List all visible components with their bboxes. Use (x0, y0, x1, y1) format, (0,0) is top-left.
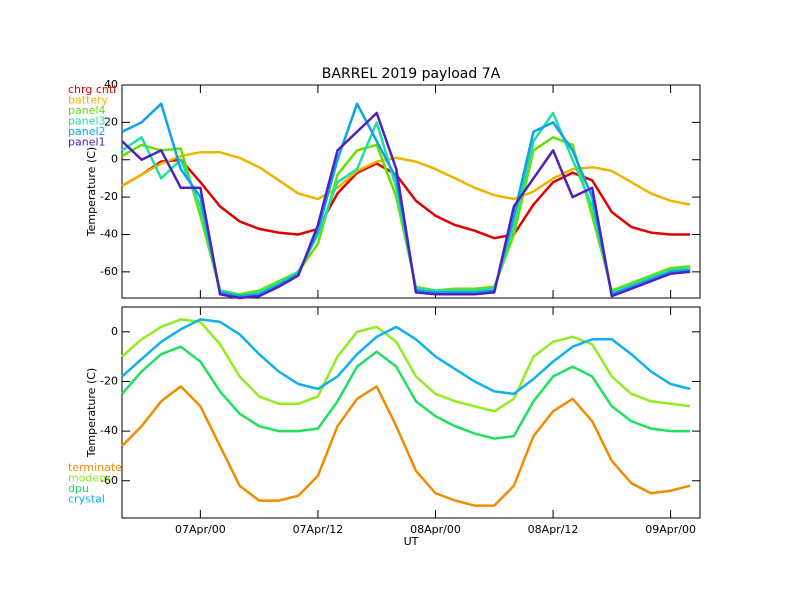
legend-label: panel4 (68, 104, 106, 117)
y-tick-label: 0 (111, 153, 118, 166)
series-line (121, 318, 691, 413)
y-tick-label: -40 (100, 227, 118, 240)
y-axis-label: Temperature (C) (85, 147, 98, 237)
y-tick-label: -60 (100, 474, 118, 487)
series-line (121, 385, 691, 507)
y-tick-label: -40 (100, 424, 118, 437)
series-line (121, 111, 691, 300)
series-line (121, 345, 691, 440)
plot-frame (121, 306, 701, 519)
y-tick-label: 40 (104, 78, 118, 91)
series-line (121, 151, 691, 206)
legend-label: panel3 (68, 115, 106, 128)
y-tick-label: -20 (100, 190, 118, 203)
y-tick-label: 0 (111, 325, 118, 338)
legend-label: panel2 (68, 125, 106, 138)
series-line (121, 158, 691, 240)
legend-label: panel1 (68, 136, 106, 149)
x-tick-label: 08Apr/12 (528, 523, 579, 536)
legend-label: modem (68, 472, 110, 485)
legend-label: dpu (68, 482, 89, 495)
x-tick-label: 07Apr/12 (293, 523, 344, 536)
legend-label: terminate (68, 461, 122, 474)
y-tick-label: -20 (100, 374, 118, 387)
legend-label: chrg cntl (68, 83, 116, 96)
plot-frame (121, 84, 701, 299)
series-line (121, 318, 691, 396)
y-tick-label: -60 (100, 265, 118, 278)
legend-label: battery (68, 94, 109, 107)
x-tick-label: 07Apr/00 (175, 523, 226, 536)
x-tick-label: 08Apr/00 (410, 523, 461, 536)
y-axis-label: Temperature (C) (85, 368, 98, 458)
chart-title: BARREL 2019 payload 7A (322, 66, 501, 82)
x-axis-label: UT (404, 535, 419, 548)
x-tick-label: 09Apr/00 (645, 523, 696, 536)
legend-label: crystal (68, 493, 105, 506)
y-tick-label: 20 (104, 115, 118, 128)
